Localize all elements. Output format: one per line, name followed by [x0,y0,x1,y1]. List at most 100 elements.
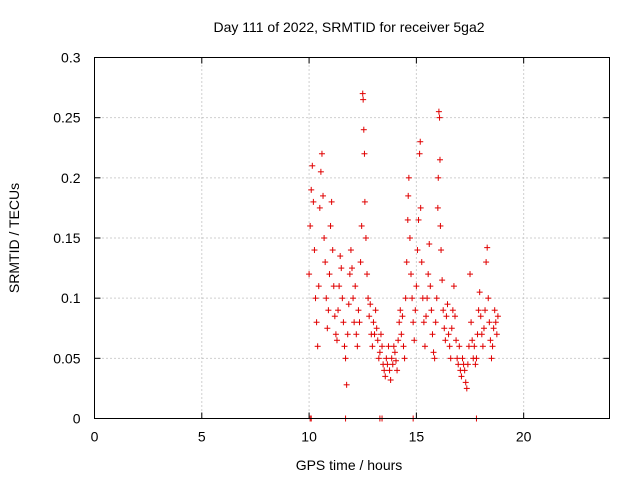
data-point [484,244,491,251]
data-point [459,355,466,362]
data-point [360,126,367,133]
data-point [347,247,354,254]
data-point [434,204,441,211]
data-point [429,331,436,338]
data-point [366,313,373,320]
data-point [359,90,366,97]
data-point [349,265,355,272]
data-point [335,307,342,314]
data-point [426,241,433,248]
data-point [489,343,496,350]
data-point [323,295,330,302]
data-point [326,271,333,278]
data-point [311,247,318,254]
data-point [327,222,334,229]
data-point [404,216,411,223]
points-layer [306,90,501,422]
data-point [336,283,343,290]
data-point [417,138,424,145]
data-point [491,307,498,314]
data-point [479,343,486,350]
data-point [332,331,339,338]
data-point [361,150,368,157]
data-point [373,325,380,332]
data-point [443,313,450,320]
data-point [321,235,328,241]
data-point [454,355,461,362]
data-point [472,361,479,368]
x-tick-label: 10 [301,429,317,445]
data-point [328,198,335,205]
data-point [414,247,421,254]
ticks-layer: 0 5 10 15 20 0 0.05 0.1 0.15 0.2 0.25 0.3 [53,50,610,445]
data-point [355,307,362,314]
data-point [313,319,320,326]
x-tick-label: 15 [409,429,425,445]
data-point [439,277,446,284]
data-point [436,114,443,121]
data-point [345,301,352,308]
data-point [417,204,424,211]
data-point [318,150,325,157]
data-point [405,192,412,199]
data-point [356,319,363,326]
data-point [358,222,365,229]
x-tick-label: 20 [516,429,532,445]
data-point [455,361,462,368]
data-point [354,343,361,350]
data-point [339,295,346,302]
data-point [473,355,480,362]
data-point [374,337,381,344]
data-point [391,349,398,356]
y-tick-label: 0.25 [53,110,80,126]
data-point [482,307,489,314]
data-point [425,271,432,278]
data-point [306,271,313,278]
data-point [370,319,377,326]
data-point [340,319,347,326]
data-point [362,235,369,241]
data-point [411,337,418,344]
data-point [492,319,499,326]
data-point [409,295,416,302]
data-point [402,295,409,302]
data-point [325,307,332,314]
data-point [427,283,434,290]
data-point [392,357,399,364]
data-point [445,331,452,338]
data-point [333,337,340,344]
data-point [352,283,359,290]
data-point [431,355,438,362]
x-axis-label: GPS time / hours [296,457,403,473]
data-point [346,271,353,278]
data-point [493,331,500,338]
data-point [320,192,327,199]
data-point [372,307,379,314]
data-point [428,307,435,314]
data-point [312,295,319,302]
data-point [365,295,372,302]
data-point [369,343,376,350]
data-point [423,313,430,320]
data-point [406,235,413,241]
y-axis-label: SRMTID / TECUs [6,183,22,293]
data-point [317,168,324,175]
data-point [331,313,338,320]
data-point [420,319,427,326]
data-point [461,367,468,374]
data-point [367,301,374,308]
chart-title: Day 111 of 2022, SRMTID for receiver 5ga… [213,19,484,35]
data-point [418,259,425,266]
data-point [394,367,401,374]
data-point [471,343,478,350]
x-tick-label: 0 [91,429,99,445]
data-point [382,373,389,380]
data-point [475,307,482,314]
plot-frame [94,57,610,419]
data-point [433,295,440,302]
data-point [442,337,449,344]
data-point [398,331,405,338]
data-point [375,355,382,362]
data-point [309,162,316,169]
